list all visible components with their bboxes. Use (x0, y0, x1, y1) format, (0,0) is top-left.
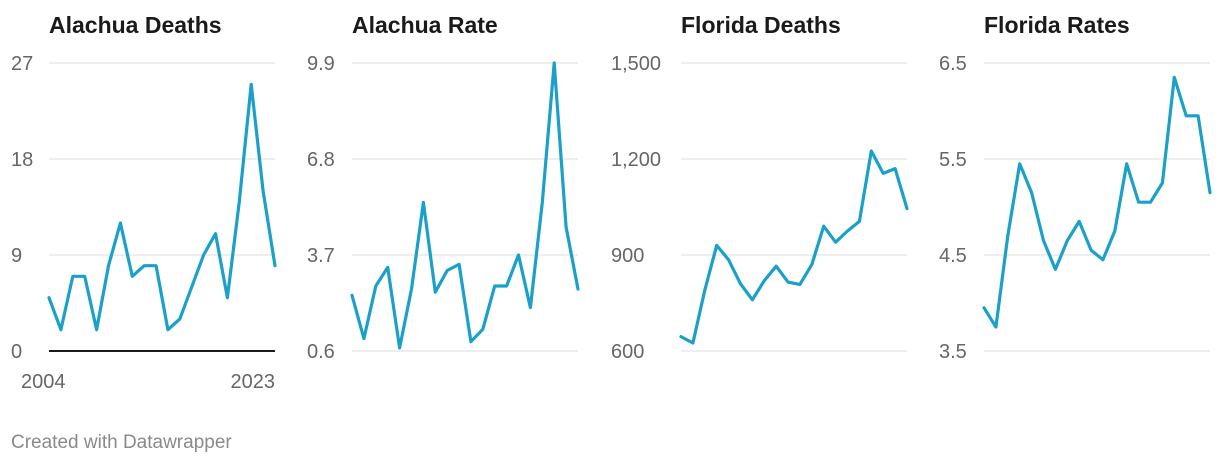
footer-credit: Created with Datawrapper (11, 432, 232, 453)
y-tick-label: 27 (11, 53, 33, 75)
y-tick-label: 9 (11, 245, 22, 267)
series-line (679, 149, 909, 345)
chart-title: Alachua Deaths (49, 12, 222, 38)
y-tick-label: 600 (611, 341, 644, 363)
y-tick-label: 3.5 (939, 341, 967, 363)
y-tick-label: 4.5 (939, 245, 967, 267)
x-tick-label: 2023 (231, 371, 276, 393)
y-tick-label: 900 (611, 245, 644, 267)
series-line (47, 82, 277, 332)
y-tick-label: 18 (11, 149, 33, 171)
y-tick-label: 1,500 (611, 53, 661, 75)
chart-panel-1: Alachua Deaths 27 18 9 0 2004 2023 (11, 12, 277, 393)
y-tick-label: 1,200 (611, 149, 661, 171)
chart-title: Florida Rates (984, 12, 1130, 38)
y-tick-label: 6.8 (307, 149, 335, 171)
y-tick-label: 5.5 (939, 149, 967, 171)
chart-title: Florida Deaths (681, 12, 841, 38)
y-tick-label: 0.6 (307, 341, 335, 363)
x-tick-label: 2004 (21, 371, 66, 393)
y-tick-label: 6.5 (939, 53, 967, 75)
chart-panel-3: Florida Deaths 1,500 1,200 900 600 (611, 12, 909, 363)
series-line (350, 61, 580, 350)
chart-title: Alachua Rate (352, 12, 498, 38)
y-tick-label: 0 (11, 341, 22, 363)
y-tick-label: 9.9 (307, 53, 335, 75)
series-line (982, 75, 1212, 329)
y-tick-label: 3.7 (307, 245, 335, 267)
chart-panel-2: Alachua Rate 9.9 6.8 3.7 0.6 (307, 12, 580, 363)
chart-panel-4: Florida Rates 6.5 5.5 4.5 3.5 (939, 12, 1212, 363)
